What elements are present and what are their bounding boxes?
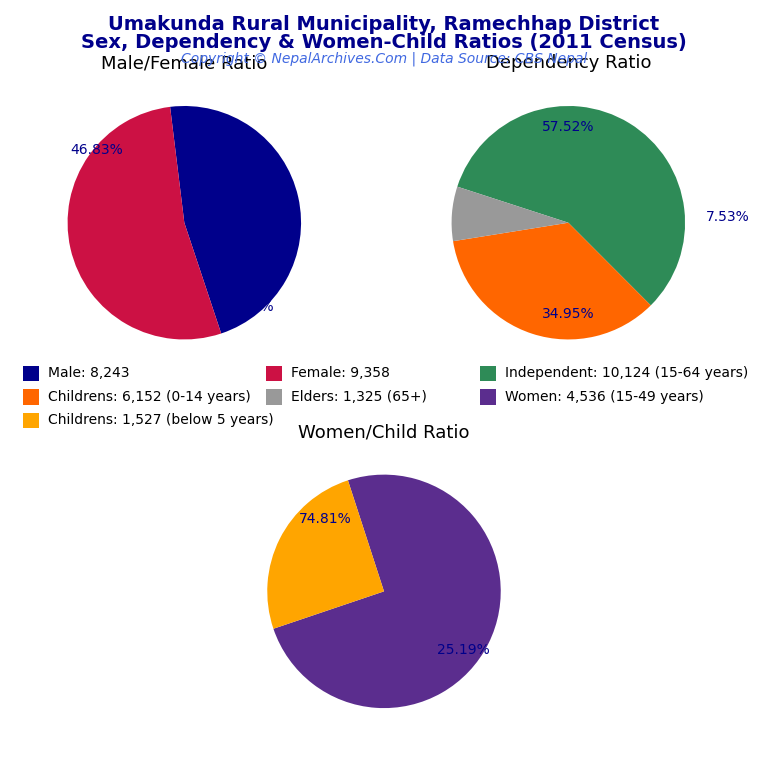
Wedge shape [267,480,384,629]
Wedge shape [453,223,650,339]
Title: Male/Female Ratio: Male/Female Ratio [101,55,267,72]
FancyBboxPatch shape [23,389,39,405]
Text: 34.95%: 34.95% [542,306,594,321]
Wedge shape [170,106,301,333]
Text: Elders: 1,325 (65+): Elders: 1,325 (65+) [291,390,427,404]
FancyBboxPatch shape [266,366,283,381]
Wedge shape [457,106,685,306]
Text: 7.53%: 7.53% [706,210,750,224]
Text: Female: 9,358: Female: 9,358 [291,366,390,380]
FancyBboxPatch shape [480,389,496,405]
FancyBboxPatch shape [266,389,283,405]
Text: Childrens: 6,152 (0-14 years): Childrens: 6,152 (0-14 years) [48,390,250,404]
Text: 74.81%: 74.81% [300,512,352,526]
Text: 53.17%: 53.17% [222,300,275,314]
Wedge shape [452,187,568,241]
Text: Umakunda Rural Municipality, Ramechhap District: Umakunda Rural Municipality, Ramechhap D… [108,15,660,35]
Text: Male: 8,243: Male: 8,243 [48,366,129,380]
Wedge shape [68,107,221,339]
Title: Women/Child Ratio: Women/Child Ratio [298,423,470,441]
FancyBboxPatch shape [480,366,496,381]
Text: 57.52%: 57.52% [542,120,594,134]
FancyBboxPatch shape [23,413,39,428]
Text: 25.19%: 25.19% [437,643,490,657]
Text: Sex, Dependency & Women-Child Ratios (2011 Census): Sex, Dependency & Women-Child Ratios (20… [81,33,687,52]
Text: Women: 4,536 (15-49 years): Women: 4,536 (15-49 years) [505,390,703,404]
Title: Dependency Ratio: Dependency Ratio [485,55,651,72]
Wedge shape [273,475,501,708]
Text: Childrens: 1,527 (below 5 years): Childrens: 1,527 (below 5 years) [48,413,273,428]
Text: Copyright © NepalArchives.Com | Data Source: CBS Nepal: Copyright © NepalArchives.Com | Data Sou… [181,51,587,66]
FancyBboxPatch shape [23,366,39,381]
Text: 46.83%: 46.83% [71,144,123,157]
Text: Independent: 10,124 (15-64 years): Independent: 10,124 (15-64 years) [505,366,748,380]
